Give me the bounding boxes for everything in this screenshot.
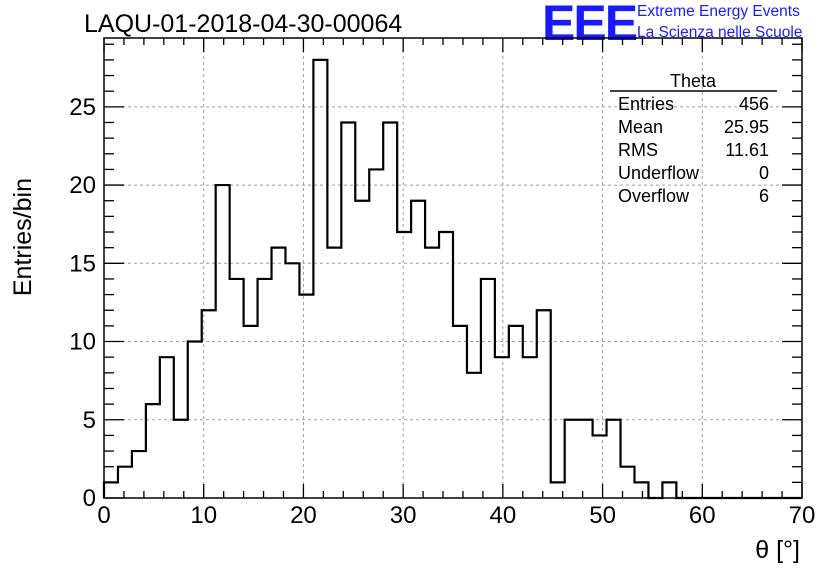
y-tick-label: 25 xyxy=(69,94,96,121)
x-tick-label: 50 xyxy=(589,502,616,529)
stats-label: Mean xyxy=(618,117,663,137)
x-tick-label: 0 xyxy=(97,502,110,529)
chart-title: LAQU-01-2018-04-30-00064 xyxy=(84,10,403,38)
stats-title: Theta xyxy=(670,71,717,91)
stats-label: Overflow xyxy=(618,186,690,206)
x-tick-label: 60 xyxy=(689,502,716,529)
stats-value: 0 xyxy=(759,163,769,183)
x-tick-label: 10 xyxy=(190,502,217,529)
stats-label: Entries xyxy=(618,94,674,114)
stats-box: Theta Entries 456 Mean 25.95 RMS 11.61 Underfl… xyxy=(610,71,777,206)
stats-label: RMS xyxy=(618,140,658,160)
stats-label: Underflow xyxy=(618,163,700,183)
y-axis-label: Entries/bin xyxy=(9,178,37,296)
plot-frame xyxy=(103,37,803,499)
logo-line-1: Extreme Energy Events xyxy=(637,3,800,20)
stats-value: 6 xyxy=(759,186,769,206)
y-tick-label: 20 xyxy=(69,172,96,199)
y-tick-label: 10 xyxy=(69,329,96,356)
x-tick-label: 40 xyxy=(490,502,517,529)
stats-value: 456 xyxy=(739,94,769,114)
x-tick-label: 30 xyxy=(390,502,417,529)
x-tick-label: 20 xyxy=(290,502,317,529)
x-tick-label: 70 xyxy=(789,502,816,529)
axis-ticks xyxy=(103,38,803,499)
y-tick-label: 0 xyxy=(83,485,96,512)
y-tick-label: 5 xyxy=(83,407,96,434)
logo-line-2: La Scienza nelle Scuole xyxy=(637,24,803,41)
histogram-outline xyxy=(102,58,802,500)
x-axis-label: θ [°] xyxy=(755,536,800,564)
y-tick-label: 15 xyxy=(69,250,96,277)
stats-value: 11.61 xyxy=(725,140,769,160)
stats-value: 25.95 xyxy=(724,117,769,137)
